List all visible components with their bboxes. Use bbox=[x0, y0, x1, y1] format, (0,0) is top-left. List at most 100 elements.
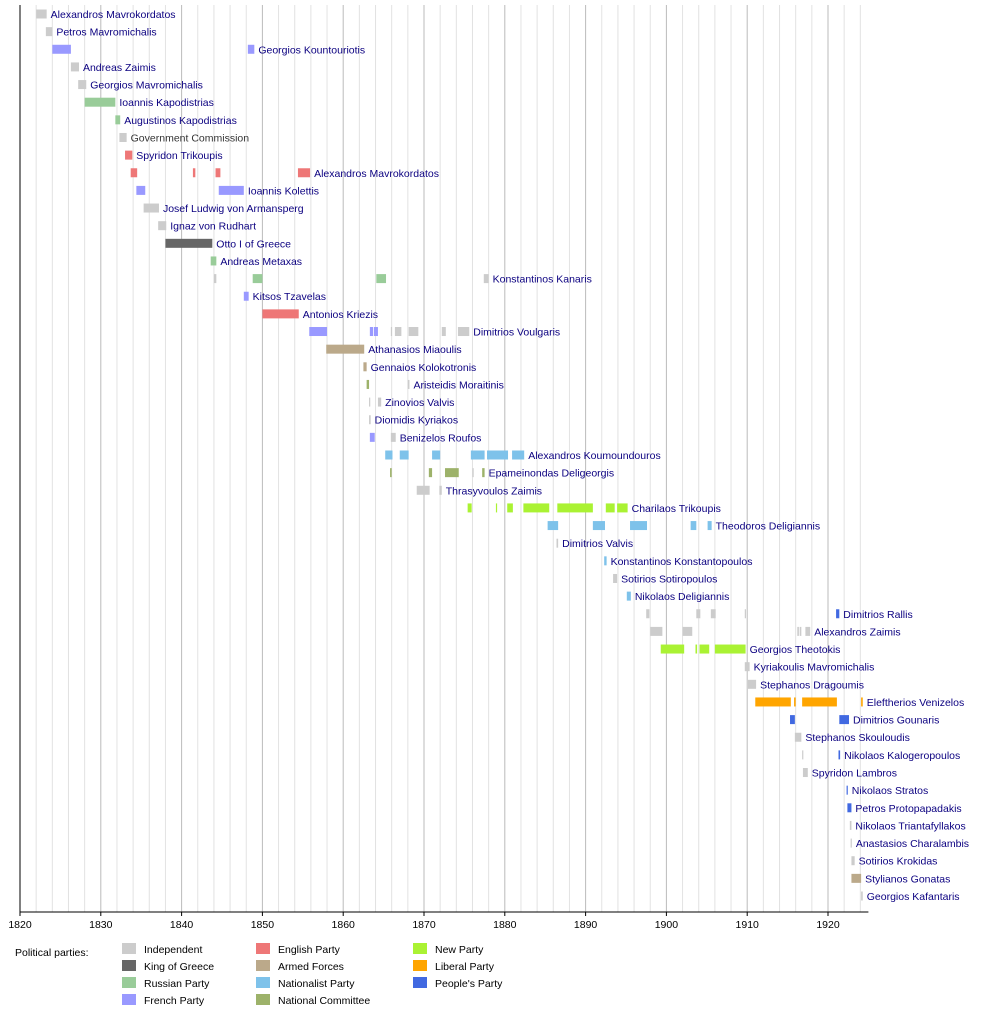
pm-name-label: Antonios Kriezis bbox=[303, 309, 378, 321]
term-bar bbox=[846, 785, 848, 795]
legend-label: National Committee bbox=[278, 995, 370, 1007]
pm-name-label: Alexandros Zaimis bbox=[814, 626, 900, 638]
term-bar bbox=[309, 327, 328, 337]
term-bar bbox=[799, 626, 802, 636]
term-bar bbox=[390, 468, 392, 478]
pm-name-label: Theodoros Deligiannis bbox=[716, 521, 820, 533]
x-tick-label: 1850 bbox=[251, 919, 275, 931]
term-bar bbox=[399, 450, 409, 460]
term-bar bbox=[192, 168, 196, 178]
term-bar bbox=[439, 485, 442, 495]
pm-name-label: Georgios Theotokis bbox=[750, 644, 841, 656]
pm-name-label: Ioannis Kapodistrias bbox=[119, 97, 214, 109]
x-tick-label: 1830 bbox=[89, 919, 113, 931]
term-bar bbox=[836, 609, 840, 619]
x-tick-label: 1890 bbox=[574, 919, 598, 931]
pm-name-label: Josef Ludwig von Armansperg bbox=[163, 203, 304, 215]
term-bar bbox=[130, 168, 138, 178]
pm-name-label: Eleftherios Venizelos bbox=[867, 697, 964, 709]
pm-name-label: Petros Mavromichalis bbox=[56, 27, 156, 39]
term-bar bbox=[215, 168, 221, 178]
term-bar bbox=[660, 644, 685, 654]
term-bar bbox=[136, 185, 146, 195]
term-bar bbox=[432, 450, 441, 460]
term-bar bbox=[165, 238, 213, 248]
term-bar bbox=[369, 415, 371, 425]
x-tick-label: 1820 bbox=[8, 919, 32, 931]
legend-swatch bbox=[413, 977, 427, 988]
pm-name-label: Stephanos Skouloudis bbox=[805, 732, 910, 744]
pm-name-label: Nikolaos Triantafyllakos bbox=[855, 820, 965, 832]
term-bar bbox=[143, 203, 159, 213]
term-bar bbox=[416, 485, 430, 495]
term-bar bbox=[861, 891, 863, 901]
term-bar bbox=[802, 768, 808, 778]
x-tick-label: 1910 bbox=[736, 919, 760, 931]
legend-swatch bbox=[256, 977, 270, 988]
term-bar bbox=[695, 644, 698, 654]
term-bar bbox=[849, 820, 852, 830]
term-bar bbox=[507, 503, 513, 513]
pm-name-label: Andreas Zaimis bbox=[83, 62, 156, 74]
pm-name-label: Alexandros Mavrokordatos bbox=[51, 9, 176, 21]
term-bar bbox=[115, 115, 121, 125]
pm-name-label: Kitsos Tzavelas bbox=[253, 291, 326, 303]
term-bar bbox=[714, 644, 746, 654]
term-bar bbox=[70, 62, 79, 72]
pm-name-label: Stylianos Gonatas bbox=[865, 873, 950, 885]
term-bar bbox=[850, 838, 852, 848]
x-tick-label: 1840 bbox=[170, 919, 194, 931]
term-bar bbox=[512, 450, 525, 460]
term-bar bbox=[470, 450, 485, 460]
term-bar bbox=[385, 450, 393, 460]
pm-name-label: Georgios Mavromichalis bbox=[90, 80, 203, 92]
pm-name-label: Anastasios Charalambis bbox=[856, 838, 969, 850]
pm-name-label: Petros Protopapadakis bbox=[855, 803, 961, 815]
term-bar bbox=[78, 80, 87, 90]
term-bar bbox=[407, 379, 410, 389]
pm-name-label: Government Commission bbox=[131, 132, 250, 144]
term-bar bbox=[690, 521, 697, 531]
pm-name-label: Athanasios Miaoulis bbox=[368, 344, 461, 356]
term-bar bbox=[802, 697, 837, 707]
pm-name-label: Ioannis Kolettis bbox=[248, 185, 319, 197]
pm-name-label: Dimitrios Voulgaris bbox=[473, 327, 560, 339]
pm-name-label: Otto I of Greece bbox=[216, 238, 291, 250]
term-bar bbox=[613, 573, 618, 583]
term-bar bbox=[744, 609, 746, 619]
term-bar bbox=[646, 609, 650, 619]
legend-label: French Party bbox=[144, 995, 205, 1007]
x-tick-label: 1900 bbox=[655, 919, 679, 931]
term-bar bbox=[326, 344, 365, 354]
term-bar bbox=[262, 309, 299, 319]
term-bar bbox=[369, 432, 375, 442]
legend-label: King of Greece bbox=[144, 961, 214, 973]
pm-name-label: Spyridon Lambros bbox=[812, 768, 897, 780]
term-bar bbox=[119, 132, 127, 142]
term-bar bbox=[790, 715, 795, 725]
term-bar bbox=[592, 521, 605, 531]
term-bar bbox=[838, 750, 841, 760]
term-bar bbox=[247, 44, 255, 54]
term-bar bbox=[682, 626, 693, 636]
pm-name-label: Dimitrios Valvis bbox=[562, 538, 633, 550]
pm-name-label: Konstantinos Konstantopoulos bbox=[611, 556, 753, 568]
term-bar bbox=[604, 556, 607, 566]
term-bar bbox=[626, 591, 631, 601]
term-bar bbox=[218, 185, 244, 195]
pm-name-label: Dimitrios Rallis bbox=[843, 609, 912, 621]
term-bar bbox=[523, 503, 550, 513]
term-bar bbox=[125, 150, 133, 160]
term-bar bbox=[851, 856, 855, 866]
pm-name-label: Andreas Metaxas bbox=[220, 256, 302, 268]
term-bar bbox=[457, 327, 470, 337]
pm-name-label: Konstantinos Kanaris bbox=[493, 274, 592, 286]
pm-name-label: Sotirios Sotiropoulos bbox=[621, 573, 717, 585]
x-tick-label: 1860 bbox=[332, 919, 356, 931]
term-bar bbox=[847, 803, 852, 813]
pm-name-label: Sotirios Krokidas bbox=[859, 856, 938, 868]
term-bar bbox=[650, 626, 663, 636]
term-bar bbox=[52, 44, 71, 54]
term-bar bbox=[805, 626, 811, 636]
term-bar bbox=[36, 9, 47, 19]
